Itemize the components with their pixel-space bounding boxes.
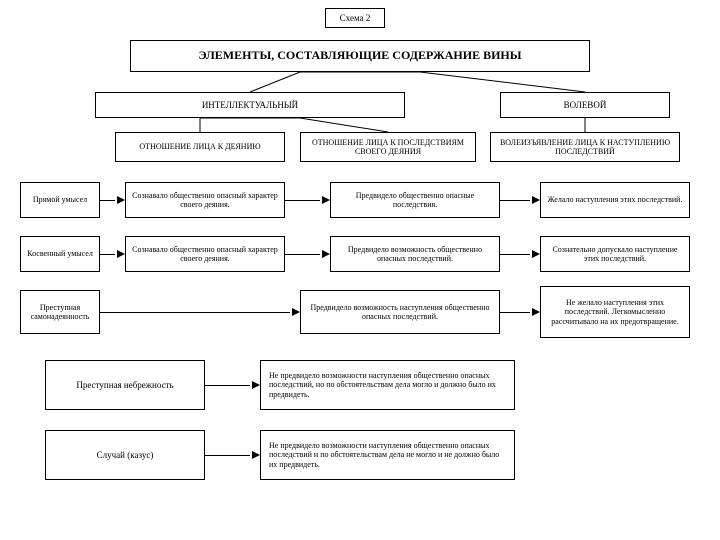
row3-col-c-text: Не желало наступления этих последствий. …	[545, 298, 685, 326]
row2-col-a: Сознавало общественно опасный характер с…	[125, 236, 285, 272]
sub-branch-b: ОТНОШЕНИЕ ЛИЦА К ПОСЛЕДСТВИЯМ СВОЕГО ДЕЯ…	[300, 132, 476, 162]
row3-col-b: Предвидело возможность наступления общес…	[300, 290, 500, 334]
row1-col-c-text: Желало наступления этих последствий.	[548, 195, 683, 204]
sub-branch-c: ВОЛЕИЗЪЯВЛЕНИЕ ЛИЦА К НАСТУПЛЕНИЮ ПОСЛЕД…	[490, 132, 680, 162]
row3-label-text: Преступная самонадеянность	[25, 303, 95, 321]
sub-branch-b-text: ОТНОШЕНИЕ ЛИЦА К ПОСЛЕДСТВИЯМ СВОЕГО ДЕЯ…	[305, 138, 471, 156]
scheme-label-text: Схема 2	[340, 13, 371, 23]
branch-intellectual: ИНТЕЛЛЕКТУАЛЬНЫЙ	[95, 92, 405, 118]
row2-col-b-text: Предвидело возможность общественно опасн…	[335, 245, 495, 263]
row2-col-b: Предвидело возможность общественно опасн…	[330, 236, 500, 272]
row2-col-c-text: Сознательно допускало наступление этих п…	[545, 245, 685, 263]
row4-label-text: Преступная небрежность	[76, 380, 173, 390]
title-text: ЭЛЕМЕНТЫ, СОСТАВЛЯЮЩИЕ СОДЕРЖАНИЕ ВИНЫ	[198, 49, 521, 63]
row4-col-b: Не предвидело возможности наступления об…	[260, 360, 515, 410]
row5-col-b: Не предвидело возможности наступления об…	[260, 430, 515, 480]
row1-col-a-text: Сознавало общественно опасный характер с…	[130, 191, 280, 209]
row5-label: Случай (казус)	[45, 430, 205, 480]
branch-volitional: ВОЛЕВОЙ	[500, 92, 670, 118]
row1-label: Прямой умысел	[20, 182, 100, 218]
title-box: ЭЛЕМЕНТЫ, СОСТАВЛЯЮЩИЕ СОДЕРЖАНИЕ ВИНЫ	[130, 40, 590, 72]
row2-col-c: Сознательно допускало наступление этих п…	[540, 236, 690, 272]
row5-col-b-text: Не предвидело возможности наступления об…	[269, 441, 506, 469]
row1-col-b-text: Предвидело общественно опасные последств…	[335, 191, 495, 209]
branch-intellectual-text: ИНТЕЛЛЕКТУАЛЬНЫЙ	[202, 100, 298, 110]
row1-col-b: Предвидело общественно опасные последств…	[330, 182, 500, 218]
row2-label: Косвенный умысел	[20, 236, 100, 272]
row4-label: Преступная небрежность	[45, 360, 205, 410]
row5-label-text: Случай (казус)	[97, 450, 154, 460]
row4-col-b-text: Не предвидело возможности наступления об…	[269, 371, 506, 399]
row3-col-b-text: Предвидело возможность наступления общес…	[305, 303, 495, 321]
row3-col-c: Не желало наступления этих последствий. …	[540, 286, 690, 338]
sub-branch-a-text: ОТНОШЕНИЕ ЛИЦА К ДЕЯНИЮ	[139, 142, 260, 151]
sub-branch-c-text: ВОЛЕИЗЪЯВЛЕНИЕ ЛИЦА К НАСТУПЛЕНИЮ ПОСЛЕД…	[495, 138, 675, 156]
row1-label-text: Прямой умысел	[33, 195, 87, 204]
sub-branch-a: ОТНОШЕНИЕ ЛИЦА К ДЕЯНИЮ	[115, 132, 285, 162]
row2-label-text: Косвенный умысел	[27, 249, 93, 258]
row2-col-a-text: Сознавало общественно опасный характер с…	[130, 245, 280, 263]
row1-col-a: Сознавало общественно опасный характер с…	[125, 182, 285, 218]
row3-label: Преступная самонадеянность	[20, 290, 100, 334]
scheme-label: Схема 2	[325, 8, 385, 28]
row1-col-c: Желало наступления этих последствий.	[540, 182, 690, 218]
branch-volitional-text: ВОЛЕВОЙ	[564, 100, 607, 110]
